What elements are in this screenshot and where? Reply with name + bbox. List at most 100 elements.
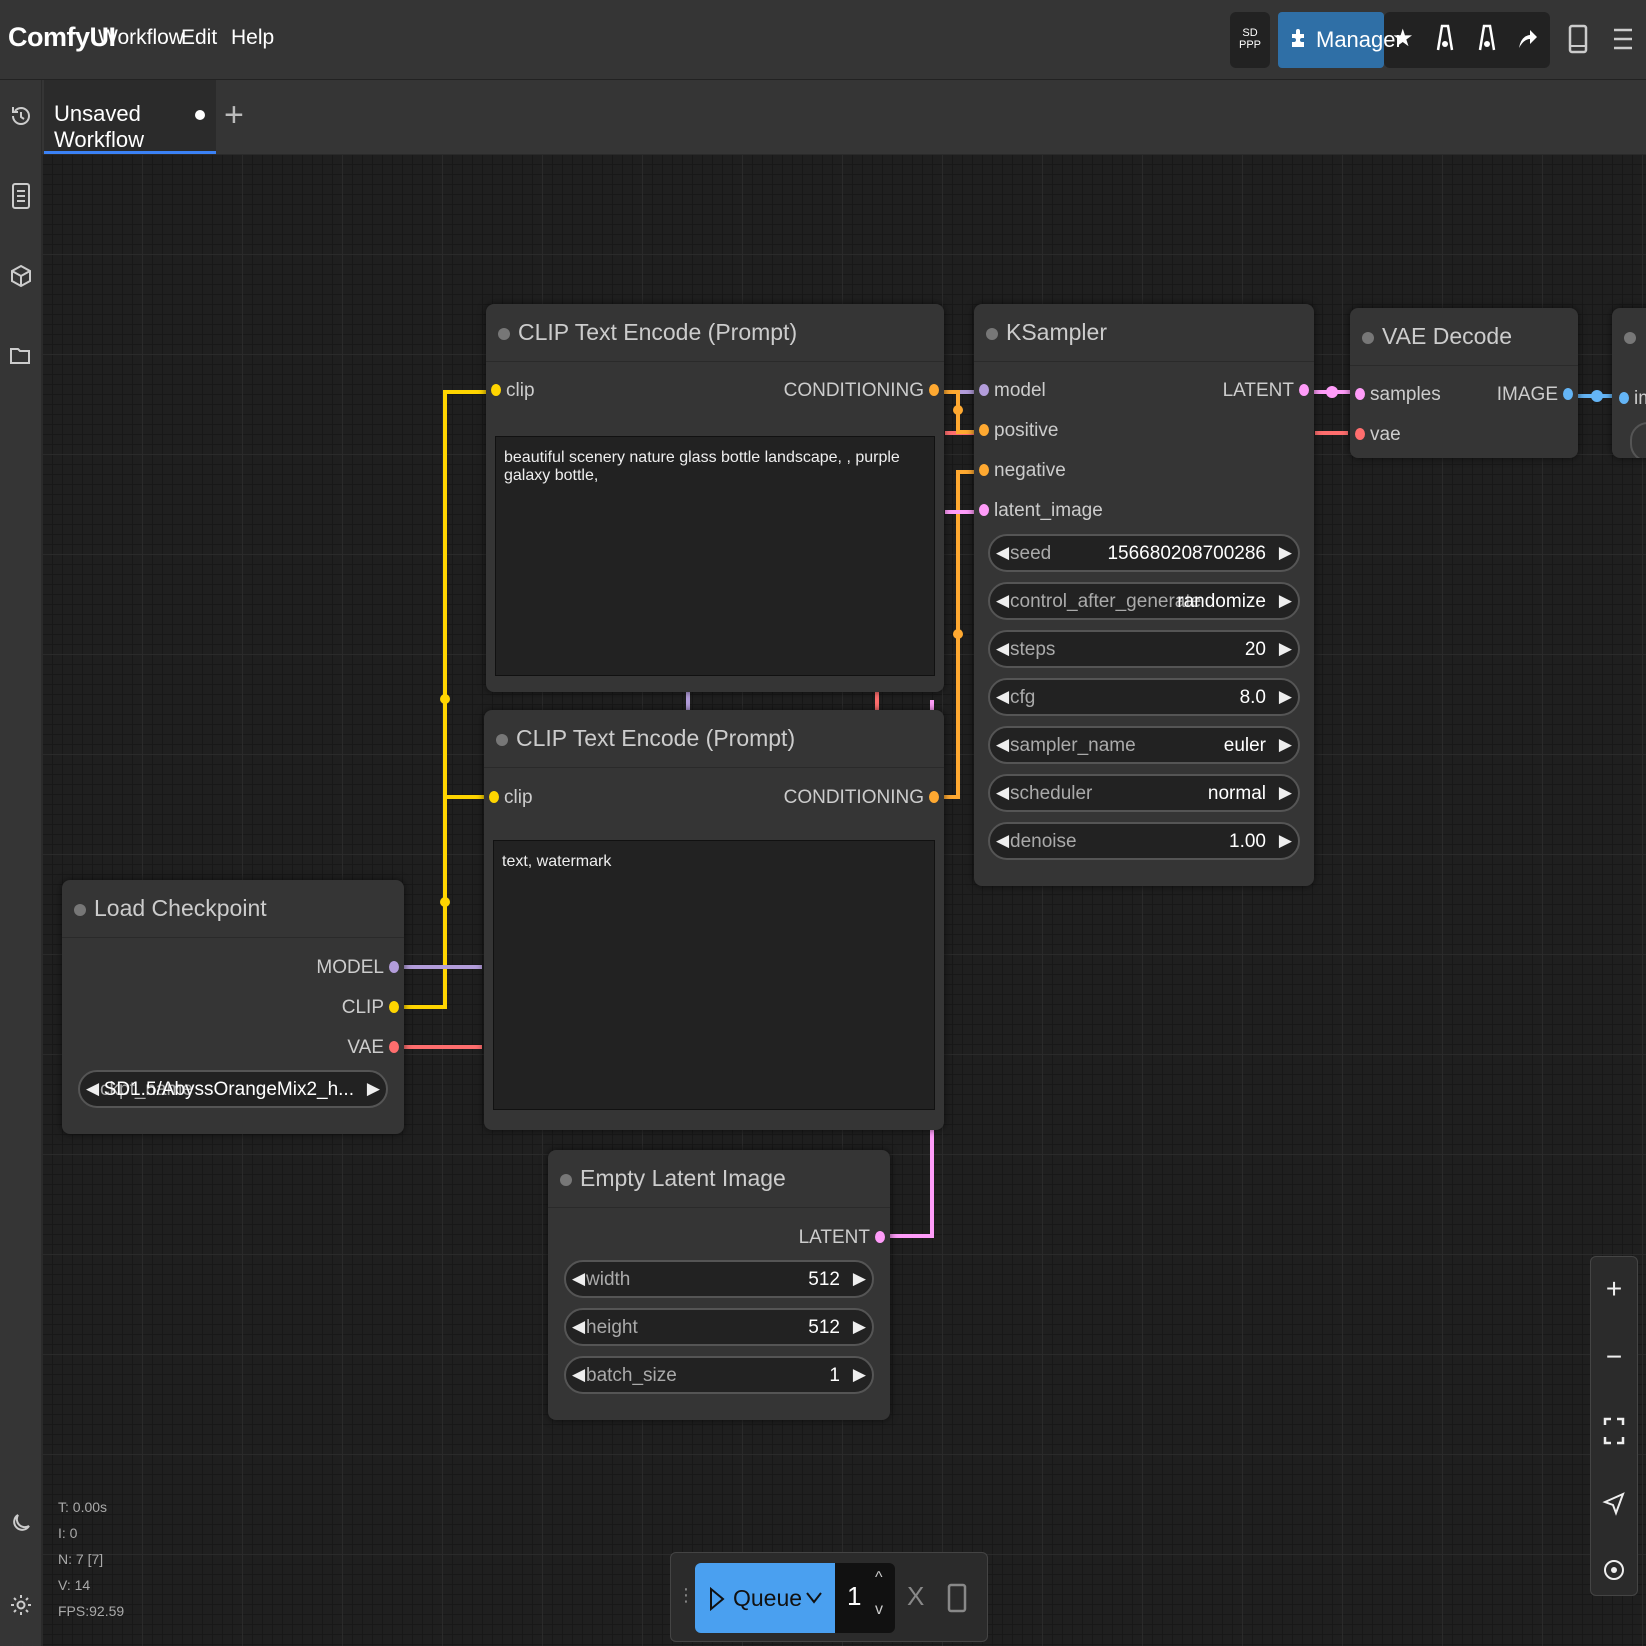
- theme-moon-icon[interactable]: [7, 1510, 35, 1538]
- collapse-dot[interactable]: [1624, 332, 1636, 344]
- widget-sampler-name[interactable]: ◀ sampler_name euler ▶: [988, 726, 1300, 764]
- images-input-slot[interactable]: [1619, 392, 1629, 404]
- collapse-dot[interactable]: [498, 328, 510, 340]
- vae-output-slot[interactable]: [389, 1041, 399, 1053]
- node-ksampler[interactable]: KSampler model positive negative latent_…: [974, 304, 1314, 886]
- samples-input-slot[interactable]: [1355, 388, 1365, 400]
- widget-height[interactable]: ◀ height 512 ▶: [564, 1308, 874, 1346]
- chevron-down-small-icon[interactable]: v: [875, 1601, 883, 1618]
- node-partial-offscreen[interactable]: im: [1612, 308, 1646, 458]
- decrement-arrow-icon[interactable]: ◀: [996, 735, 1010, 754]
- decrement-arrow-icon[interactable]: ◀: [572, 1365, 586, 1384]
- node-vae-decode[interactable]: VAE Decode samples vae IMAGE: [1350, 308, 1578, 458]
- collapse-dot[interactable]: [560, 1174, 572, 1186]
- increment-arrow-icon[interactable]: ▶: [1278, 831, 1292, 850]
- positive-input-slot[interactable]: [979, 424, 989, 436]
- share-icon[interactable]: [1516, 26, 1538, 57]
- app-logo[interactable]: ComfyUI: [8, 22, 116, 52]
- decrement-arrow-icon[interactable]: ◀: [572, 1269, 586, 1288]
- node-load-checkpoint[interactable]: Load Checkpoint MODEL CLIP VAE ◀ ckpt_na…: [62, 880, 404, 1134]
- collapse-dot[interactable]: [74, 904, 86, 916]
- node-empty-latent-image[interactable]: Empty Latent Image LATENT ◀ width 512 ▶ …: [548, 1150, 890, 1420]
- collapse-dot[interactable]: [1362, 332, 1374, 344]
- sdppp-button[interactable]: SD PPP: [1230, 12, 1270, 68]
- model-download-icon[interactable]: [1476, 22, 1498, 59]
- increment-arrow-icon[interactable]: ▶: [366, 1079, 380, 1098]
- increment-arrow-icon[interactable]: ▶: [1278, 735, 1292, 754]
- model-library-icon[interactable]: [7, 262, 35, 290]
- model-output-slot[interactable]: [389, 961, 399, 973]
- hamburger-menu-icon[interactable]: [1612, 26, 1634, 59]
- node-title-bar[interactable]: CLIP Text Encode (Prompt): [486, 304, 944, 362]
- widget-scheduler[interactable]: ◀ scheduler normal ▶: [988, 774, 1300, 812]
- clip-input-slot[interactable]: [489, 791, 499, 803]
- collapse-dot[interactable]: [986, 328, 998, 340]
- chevron-down-icon[interactable]: [805, 1591, 823, 1605]
- chevron-up-icon[interactable]: ^: [875, 1569, 883, 1586]
- settings-gear-icon[interactable]: [7, 1592, 35, 1620]
- menu-help[interactable]: Help: [231, 26, 275, 49]
- increment-arrow-icon[interactable]: ▶: [852, 1269, 866, 1288]
- new-tab-plus-icon[interactable]: +: [224, 96, 244, 134]
- decrement-arrow-icon[interactable]: ◀: [572, 1317, 586, 1336]
- negative-input-slot[interactable]: [979, 464, 989, 476]
- batch-count-value[interactable]: 1: [847, 1581, 862, 1611]
- increment-arrow-icon[interactable]: ▶: [1278, 783, 1292, 802]
- widget-steps[interactable]: ◀ steps 20 ▶: [988, 630, 1300, 668]
- increment-arrow-icon[interactable]: ▶: [1278, 543, 1292, 562]
- model-input-slot[interactable]: [979, 384, 989, 396]
- widget-cfg[interactable]: ◀ cfg 8.0 ▶: [988, 678, 1300, 716]
- decrement-arrow-icon[interactable]: ◀: [86, 1079, 100, 1098]
- node-library-icon[interactable]: [7, 182, 35, 210]
- node-title-bar[interactable]: CLIP Text Encode (Prompt): [484, 710, 944, 768]
- decrement-arrow-icon[interactable]: ◀: [996, 687, 1010, 706]
- latent-output-slot[interactable]: [1299, 384, 1309, 396]
- increment-arrow-icon[interactable]: ▶: [1278, 687, 1292, 706]
- clip-input-slot[interactable]: [491, 384, 501, 396]
- prompt-textarea[interactable]: beautiful scenery nature glass bottle la…: [495, 436, 935, 676]
- node-title-bar[interactable]: Empty Latent Image: [548, 1150, 890, 1208]
- menu-edit[interactable]: Edit: [181, 26, 218, 49]
- node-title-bar[interactable]: Load Checkpoint: [62, 880, 404, 938]
- bottom-panel-toggle-icon[interactable]: [1568, 24, 1588, 61]
- partial-widget[interactable]: [1630, 422, 1646, 458]
- manager-button[interactable]: Manager: [1278, 12, 1403, 68]
- history-icon[interactable]: [7, 102, 35, 130]
- select-pointer-icon[interactable]: [1591, 1489, 1637, 1524]
- node-title-bar[interactable]: VAE Decode: [1350, 308, 1578, 366]
- node-clip-text-encode-negative[interactable]: CLIP Text Encode (Prompt) clip CONDITION…: [484, 710, 944, 1130]
- widget-width[interactable]: ◀ width 512 ▶: [564, 1260, 874, 1298]
- latent-image-input-slot[interactable]: [979, 504, 989, 516]
- decrement-arrow-icon[interactable]: ◀: [996, 831, 1010, 850]
- cancel-x-icon[interactable]: X: [907, 1581, 925, 1611]
- menu-workflow[interactable]: Workflow: [98, 26, 184, 49]
- widget-denoise[interactable]: ◀ denoise 1.00 ▶: [988, 822, 1300, 860]
- widget-seed[interactable]: ◀ seed 156680208700286 ▶: [988, 534, 1300, 572]
- conditioning-output-slot[interactable]: [929, 791, 939, 803]
- workflows-folder-icon[interactable]: [7, 342, 35, 370]
- increment-arrow-icon[interactable]: ▶: [852, 1365, 866, 1384]
- clip-output-slot[interactable]: [389, 1001, 399, 1013]
- increment-arrow-icon[interactable]: ▶: [1278, 591, 1292, 610]
- star-icon[interactable]: ★: [1392, 25, 1414, 52]
- decrement-arrow-icon[interactable]: ◀: [996, 783, 1010, 802]
- model-manager-icon[interactable]: [1434, 22, 1456, 59]
- widget-ckpt-name[interactable]: ◀ ckpt_name SD1.5/AbyssOrangeMix2_h... ▶: [78, 1070, 388, 1108]
- decrement-arrow-icon[interactable]: ◀: [996, 639, 1010, 658]
- zoom-out-minus-icon[interactable]: −: [1605, 1341, 1623, 1372]
- latent-output-slot[interactable]: [875, 1231, 885, 1243]
- increment-arrow-icon[interactable]: ▶: [1278, 639, 1292, 658]
- locate-target-icon[interactable]: [1591, 1557, 1637, 1589]
- queue-button[interactable]: Queue: [695, 1563, 835, 1633]
- vae-input-slot[interactable]: [1355, 428, 1365, 440]
- decrement-arrow-icon[interactable]: ◀: [996, 591, 1010, 610]
- batch-count-stepper[interactable]: 1 ^ v: [835, 1563, 895, 1633]
- widget-control-after-generate[interactable]: ◀ control_after_generate randomize ▶: [988, 582, 1300, 620]
- node-title-bar[interactable]: KSampler: [974, 304, 1314, 362]
- collapse-dot[interactable]: [496, 734, 508, 746]
- queue-panel-icon[interactable]: [947, 1583, 967, 1613]
- widget-batch-size[interactable]: ◀ batch_size 1 ▶: [564, 1356, 874, 1394]
- increment-arrow-icon[interactable]: ▶: [852, 1317, 866, 1336]
- image-output-slot[interactable]: [1563, 388, 1573, 400]
- zoom-in-plus-icon[interactable]: +: [1605, 1273, 1623, 1304]
